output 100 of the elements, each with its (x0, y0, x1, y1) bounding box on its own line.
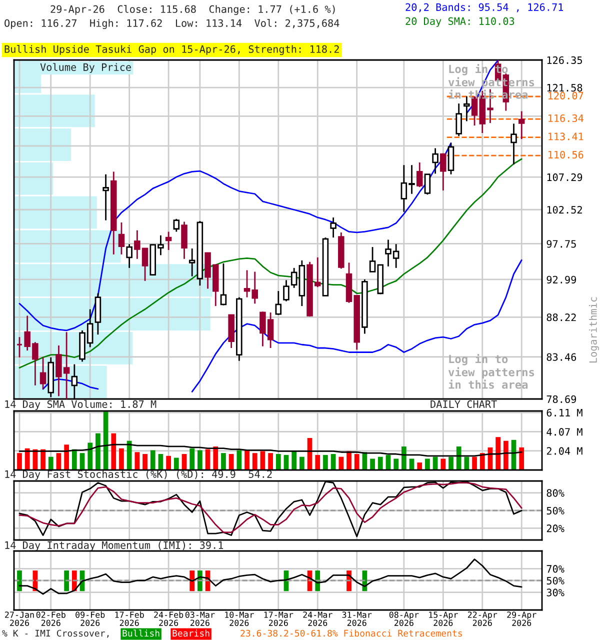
candlestick (510, 122, 517, 166)
bar (64, 444, 69, 470)
text: Bullish Upside Tasuki Gap on 15-Apr-26, Strength: 118.2 (4, 45, 339, 55)
x-tick-label: 03-Mar 2026 (185, 612, 215, 626)
bar (80, 453, 85, 470)
candlestick (456, 102, 462, 137)
bar (292, 451, 297, 470)
bar (425, 458, 430, 470)
x-tick-label: 24-Feb 2026 (154, 611, 184, 626)
candlestick (118, 222, 125, 256)
chart-title: 14 Day Intraday Momentum (IMI): 39.1 (5, 541, 224, 551)
line-series (18, 444, 522, 457)
candlestick (424, 174, 431, 196)
candlestick (173, 218, 180, 232)
y-tick-label: 6.11 M (546, 408, 582, 417)
chart-title: 14 Day SMA Volume: 1.87 M (5, 400, 156, 410)
bar (401, 446, 406, 470)
text: % K - IMI Crossover, (2, 630, 109, 638)
bar (213, 446, 218, 470)
bar (150, 450, 156, 470)
chart-title: 29-Apr-26 Close: 115.68 Change: 1.77 (+1.6 %) (50, 5, 335, 15)
chart-subtitle: Open: 116.27 High: 117.62 Low: 113.14 Vol: 2,375,684 (4, 19, 340, 29)
x-tick-label: 17-Mar 2026 (264, 612, 294, 626)
annotation: Log in to view patterns in this area (448, 354, 534, 389)
y-tick-label: 102.52 (547, 206, 582, 214)
candlestick (181, 221, 188, 260)
chart-title: 14 Day Fast Stochastic (%K) (%D): 49.9 54.2 (5, 470, 272, 480)
bar (252, 453, 258, 470)
bar (111, 433, 116, 470)
bar (190, 448, 195, 470)
x-tick-label: 24-Mar 2026 (303, 612, 332, 626)
bar (496, 437, 500, 470)
text: 20 Day SMA: 110.03 (406, 17, 514, 27)
y-tick-label: 50% (546, 576, 564, 585)
bar (244, 450, 250, 470)
y-tick-label: 50% (546, 506, 564, 515)
y-tick-label: 2.04 M (546, 447, 582, 455)
x-tick-label: 17-Feb 2026 (115, 611, 144, 626)
candlestick (283, 279, 290, 302)
candlestick (275, 290, 282, 316)
bar (440, 458, 446, 470)
bar (330, 454, 336, 470)
line-series (18, 558, 522, 595)
bar (142, 454, 148, 470)
candlestick (448, 142, 454, 176)
bar (519, 447, 524, 470)
chart-title: Volume By Price (40, 63, 131, 73)
ref-line-label: 110.56 (548, 150, 584, 159)
candlestick (102, 174, 109, 222)
bar (503, 440, 508, 470)
bar (354, 454, 360, 470)
candlestick (464, 96, 470, 122)
candlestick (16, 336, 23, 358)
bar (174, 458, 179, 470)
bar (409, 458, 414, 470)
bar (346, 451, 352, 470)
bar (472, 456, 477, 470)
candlestick (330, 216, 336, 238)
y-tick-label: 78.69 (546, 395, 576, 404)
y-tick-label: 97.75 (546, 240, 576, 248)
bar (72, 449, 77, 470)
bar (276, 454, 281, 470)
bar (456, 446, 462, 470)
y-tick-label: 83.46 (546, 353, 576, 361)
y-axis-title: Logarithmic (589, 297, 599, 363)
y-tick-label: 92.99 (546, 276, 576, 284)
bar (182, 454, 187, 470)
bar (103, 412, 108, 470)
y-tick-label: 20% (546, 524, 564, 532)
text: Bullish (122, 630, 160, 637)
x-tick-label: 02-Feb 2026 (36, 611, 66, 626)
x-tick-label: 22-Apr 2026 (468, 612, 498, 626)
bar (299, 456, 304, 470)
bar (480, 453, 485, 470)
y-tick-label: 126.35 (547, 56, 582, 64)
bar (48, 456, 54, 470)
text: Bearish (172, 630, 210, 637)
x-tick-label: 09-Feb 2026 (76, 611, 105, 626)
y-tick-label: 4.07 M (546, 428, 582, 436)
candlestick (220, 262, 227, 306)
bar (338, 456, 344, 470)
y-tick-label: 70% (546, 565, 564, 573)
bar (88, 442, 93, 470)
ref-line-label: 120.07 (548, 92, 584, 100)
text: DAILY CHART (430, 400, 497, 408)
y-tick-label: 107.29 (547, 173, 582, 182)
bar (96, 433, 100, 470)
bar (134, 452, 140, 470)
bar (166, 456, 171, 470)
x-tick-label: 27-Jan 2026 (5, 612, 34, 626)
y-tick-label: 88.22 (546, 314, 576, 322)
bar (378, 456, 383, 470)
bar (56, 453, 62, 470)
candlestick (40, 356, 46, 390)
text: 23.6-38.2-50-61.8% Fibonacci Retracements (240, 630, 462, 637)
candlestick (369, 246, 376, 272)
y-tick-label: 80% (546, 489, 564, 497)
bar (228, 454, 234, 470)
x-tick-label: 31-Mar 2026 (342, 612, 372, 626)
bar (260, 451, 266, 470)
